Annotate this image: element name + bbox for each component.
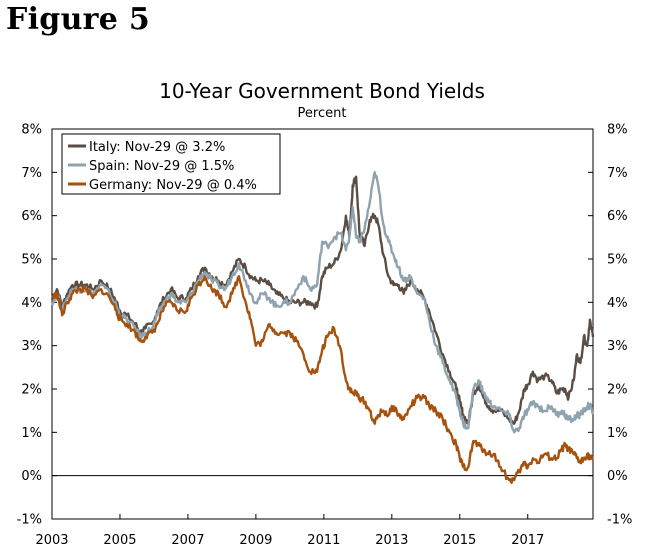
y-tick-label-left: 4% (21, 296, 42, 311)
y-tick-label-right: 8% (607, 123, 628, 138)
legend-box (61, 133, 281, 195)
y-tick-label-left: 1% (21, 426, 42, 441)
legend-label-germany: Germany: Nov-29 @ 0.4% (89, 178, 257, 193)
y-tick-label-left: 3% (21, 339, 42, 354)
y-tick-label-left: 2% (21, 383, 42, 398)
x-tick-label: 2003 (35, 533, 68, 548)
legend-label-spain: Spain: Nov-29 @ 1.5% (89, 159, 234, 174)
y-tick-label-right: 4% (607, 296, 628, 311)
y-tick-label-left: 8% (21, 123, 42, 138)
y-tick-label-right: 2% (607, 383, 628, 398)
x-tick-label: 2017 (511, 533, 544, 548)
plot-frame (51, 128, 594, 520)
x-tick-label: 2015 (443, 533, 476, 548)
y-tick-label-right: -1% (607, 513, 632, 528)
y-tick-label-right: 0% (607, 469, 628, 484)
x-tick-label: 2007 (171, 533, 204, 548)
figure-label: Figure 5 (6, 2, 151, 37)
series-line-spain (50, 171, 595, 434)
series-line-germany (51, 275, 594, 484)
x-tick-label: 2005 (103, 533, 136, 548)
y-tick-label-right: 3% (607, 339, 628, 354)
y-tick-label-left: -1% (17, 513, 42, 528)
y-tick-label-right: 5% (607, 253, 628, 268)
legend: Italy: Nov-29 @ 3.2% Spain: Nov-29 @ 1.5… (61, 133, 281, 195)
x-tick-label: 2013 (375, 533, 408, 548)
y-tick-label-left: 6% (21, 209, 42, 224)
y-tick-label-left: 7% (21, 166, 42, 181)
y-tick-label-left: 5% (21, 253, 42, 268)
legend-label-italy: Italy: Nov-29 @ 3.2% (89, 140, 225, 155)
chart-title: 10-Year Government Bond Yields (159, 79, 485, 103)
x-tick-label: 2011 (307, 533, 340, 548)
y-tick-label-right: 7% (607, 166, 628, 181)
y-tick-label-left: 0% (21, 469, 42, 484)
x-tick-label: 2009 (239, 533, 272, 548)
chart-subtitle: Percent (298, 106, 347, 121)
y-tick-label-right: 6% (607, 209, 628, 224)
series-line-italy (50, 175, 595, 425)
y-tick-label-right: 1% (607, 426, 628, 441)
